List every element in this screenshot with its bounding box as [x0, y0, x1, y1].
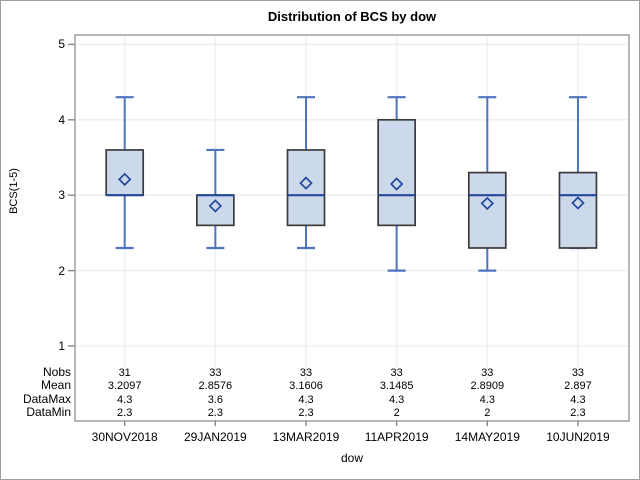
iqr-box	[105, 149, 145, 197]
y-tick-label: 1	[58, 339, 65, 353]
x-tick-label: 29JAN2019	[183, 430, 247, 444]
stats-cell: 33	[481, 366, 494, 379]
x-tick-label: 30NOV2018	[91, 430, 158, 444]
stats-cell: 31	[118, 366, 131, 379]
stats-cell: 3.2097	[107, 380, 142, 392]
stats-cell: 2.897	[564, 380, 592, 392]
x-tick-label: 14MAY2019	[454, 430, 520, 444]
stats-cell: 2.8576	[198, 380, 233, 392]
x-tick-label: 13MAR2019	[272, 430, 340, 444]
stats-cell: 4.3	[570, 393, 586, 406]
iqr-box	[467, 171, 507, 249]
stats-cell: 2.3	[117, 407, 133, 419]
stats-cell: 2.3	[207, 407, 223, 419]
stats-cell: 33	[390, 366, 403, 379]
stats-row-label: DataMax	[22, 391, 71, 406]
stats-row-label: DataMin	[26, 405, 71, 419]
mean-diamond	[299, 176, 313, 190]
stats-cell: 2.3	[570, 407, 586, 419]
stats-cell: 4.3	[479, 393, 495, 406]
x-tick-label: 11APR2019	[364, 430, 429, 444]
y-tick-label: 3	[58, 188, 65, 203]
stats-cell: 4.3	[388, 393, 405, 406]
chart-title: Distribution of BCS by dow	[267, 9, 437, 24]
stats-cell: 33	[299, 366, 313, 379]
x-axis-label: dow	[340, 451, 363, 465]
stats-cell: 2.3	[298, 407, 314, 419]
plot-frame	[74, 34, 630, 422]
mean-diamond	[389, 177, 404, 191]
mean-diamond	[208, 199, 223, 213]
mean-diamond	[480, 196, 495, 211]
stats-cell: 33	[571, 366, 585, 379]
stats-row-label: Mean	[40, 378, 71, 392]
y-tick-label: 2	[58, 263, 65, 278]
stats-cell: 3.6	[207, 393, 223, 406]
y-tick-label: 4	[58, 112, 65, 127]
x-tick-label: 10JUN2019	[546, 430, 610, 444]
stats-cell: 4.3	[117, 393, 133, 406]
mean-diamond	[117, 172, 132, 187]
mean-diamond	[571, 196, 585, 210]
stats-row-label: Nobs	[42, 364, 71, 379]
stats-cell: 3.1485	[379, 380, 414, 392]
stats-cell: 2	[484, 407, 491, 419]
stats-cell: 2.8909	[470, 380, 505, 392]
stats-cell: 2	[393, 407, 400, 419]
iqr-box	[558, 171, 598, 249]
y-tick-label: 5	[58, 37, 65, 52]
iqr-box	[377, 118, 416, 227]
stats-cell: 33	[209, 366, 222, 379]
stats-cell: 3.1606	[289, 380, 323, 392]
stats-cell: 4.3	[298, 393, 314, 406]
